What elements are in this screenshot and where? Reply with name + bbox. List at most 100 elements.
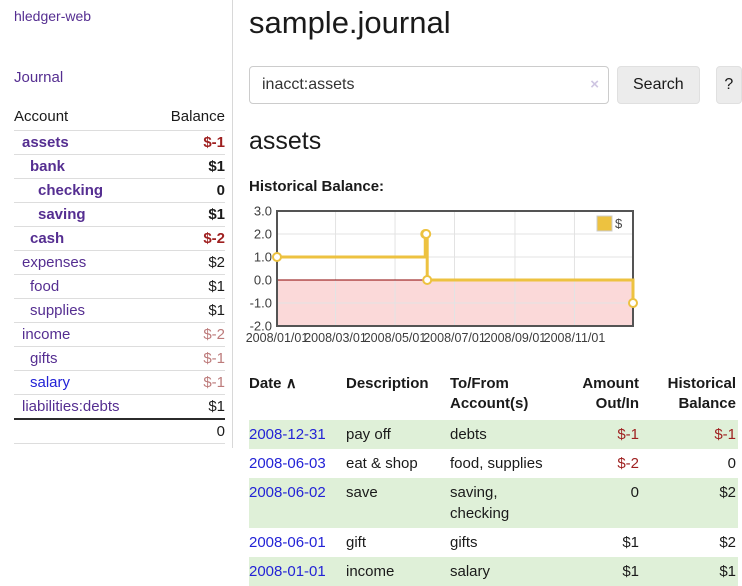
search-box: × [249, 66, 609, 104]
transaction-date-link[interactable]: 2008-06-01 [249, 534, 326, 551]
transaction-description: pay off [346, 426, 391, 443]
account-row: bank $1 [14, 154, 225, 179]
sort-ascending-icon: ∧ [285, 375, 297, 392]
account-link[interactable]: bank [30, 158, 66, 175]
clear-search-icon[interactable]: × [590, 76, 599, 93]
account-balance: $1 [153, 298, 225, 323]
x-tick-label: 2008/05/01 [364, 331, 427, 345]
transaction-row: 2008-06-03 eat & shop food, supplies $-2 0 [249, 449, 738, 478]
nav-journal-link[interactable]: Journal [14, 69, 64, 86]
transaction-balance: $1 [719, 563, 736, 580]
account-balance: $1 [153, 274, 225, 299]
search-button[interactable]: Search [617, 66, 700, 104]
transaction-description: gift [346, 534, 367, 551]
chart-label: Historical Balance: [249, 178, 385, 195]
x-tick-label: 2008/07/01 [423, 331, 486, 345]
account-row: salary $-1 [14, 370, 225, 395]
account-link[interactable]: gifts [30, 350, 58, 367]
help-button[interactable]: ? [715, 66, 742, 104]
account-row: cash $-2 [14, 226, 225, 251]
account-balance: $-2 [153, 322, 225, 347]
accounts-table: Account Balance assets $-1 bank $1 checking 0… [14, 104, 225, 444]
transaction-amount: 0 [630, 484, 639, 501]
account-link[interactable]: checking [38, 182, 104, 199]
x-tick-label: 2008/03/01 [304, 331, 367, 345]
search-row: × Search ? [249, 66, 742, 104]
account-balance: $2 [153, 250, 225, 275]
col-description: Description [346, 375, 429, 392]
account-link[interactable]: assets [22, 134, 69, 151]
y-tick-label: -1.0 [250, 296, 272, 311]
transaction-date-link[interactable]: 2008-06-03 [249, 455, 326, 472]
transaction-date-link[interactable]: 2008-01-01 [249, 563, 326, 580]
col-accounts: To/From Account(s) [450, 375, 529, 412]
y-tick-label: -2.0 [250, 319, 272, 334]
transaction-accounts: debts [450, 426, 487, 443]
transaction-date-link[interactable]: 2008-12-31 [249, 426, 326, 443]
historical-balance-chart: $3.0 2.0 1.0 0.0 -1.0 -2.0 2008/01/01 2008/03/0… [246, 204, 669, 349]
col-date[interactable]: Date ∧ [249, 375, 297, 392]
col-amount: Amount Out/In [582, 375, 639, 412]
data-point-marker [421, 229, 432, 239]
account-link[interactable]: expenses [22, 254, 87, 271]
transaction-date-link[interactable]: 2008-06-02 [249, 484, 326, 501]
account-link[interactable]: cash [30, 230, 65, 247]
account-row: supplies $1 [14, 298, 225, 323]
y-tick-label: 2.0 [254, 227, 272, 242]
transaction-accounts: saving, checking [450, 484, 510, 522]
account-link[interactable]: liabilities:debts [22, 398, 120, 415]
account-balance: $-1 [153, 370, 225, 395]
account-row: liabilities:debts $1 [14, 394, 225, 419]
y-tick-label: 3.0 [254, 204, 272, 219]
account-link[interactable]: income [22, 326, 71, 343]
transaction-amount: $1 [622, 563, 639, 580]
data-point-marker [422, 275, 433, 285]
transaction-row: 2008-06-02 save saving, checking 0 $2 [249, 478, 738, 528]
account-balance: $1 [153, 394, 225, 419]
account-balance: $-1 [153, 130, 225, 155]
account-balance: $1 [153, 202, 225, 227]
account-link[interactable]: supplies [30, 302, 86, 319]
y-tick-label: 1.0 [254, 250, 272, 265]
transaction-balance: 0 [727, 455, 736, 472]
transaction-row: 2008-06-01 gift gifts $1 $2 [249, 528, 738, 557]
transaction-accounts: food, supplies [450, 455, 543, 472]
transaction-amount: $-2 [617, 455, 639, 472]
search-input[interactable] [249, 66, 609, 104]
sidebar: hledger-web Journal Account Balance asse… [0, 0, 233, 448]
transaction-description: eat & shop [346, 455, 418, 472]
account-row: expenses $2 [14, 250, 225, 275]
app-brand-link[interactable]: hledger-web [14, 8, 92, 24]
transaction-row: 2008-01-01 income salary $1 $1 [249, 557, 738, 586]
transaction-amount: $-1 [617, 426, 639, 443]
account-heading: assets [249, 127, 322, 155]
transaction-balance: $-1 [714, 426, 736, 443]
transaction-description: save [346, 484, 378, 501]
account-row: checking 0 [14, 178, 225, 203]
y-tick-label: 0.0 [254, 273, 272, 288]
account-balance: 0 [153, 178, 225, 203]
transaction-row: 2008-12-31 pay off debts $-1 $-1 [249, 420, 738, 449]
accounts-total-value: 0 [14, 418, 225, 444]
transactions-table: Date ∧ Description To/From Account(s) Am… [249, 372, 738, 586]
account-link[interactable]: salary [30, 374, 71, 391]
transactions-header-row: Date ∧ Description To/From Account(s) Am… [249, 372, 738, 420]
page-title: sample.journal [249, 5, 451, 40]
account-balance: $1 [153, 154, 225, 179]
legend-label: $ [615, 216, 623, 231]
main-content: sample.journal × Search ? assets Histori… [246, 0, 742, 586]
transaction-amount: $1 [622, 534, 639, 551]
account-row: saving $1 [14, 202, 225, 227]
plot-border [276, 210, 634, 327]
account-link[interactable]: food [30, 278, 60, 295]
account-balance: $-2 [153, 226, 225, 251]
x-tick-label: 2008/01/01 [246, 331, 309, 345]
transaction-description: income [346, 563, 395, 580]
account-row: gifts $-1 [14, 346, 225, 371]
transaction-balance: $2 [719, 484, 736, 501]
x-tick-label: 2008/09/01 [484, 331, 547, 345]
data-point-marker [272, 252, 282, 262]
transaction-accounts: gifts [450, 534, 478, 551]
account-link[interactable]: saving [38, 206, 86, 223]
transaction-accounts: salary [450, 563, 491, 580]
